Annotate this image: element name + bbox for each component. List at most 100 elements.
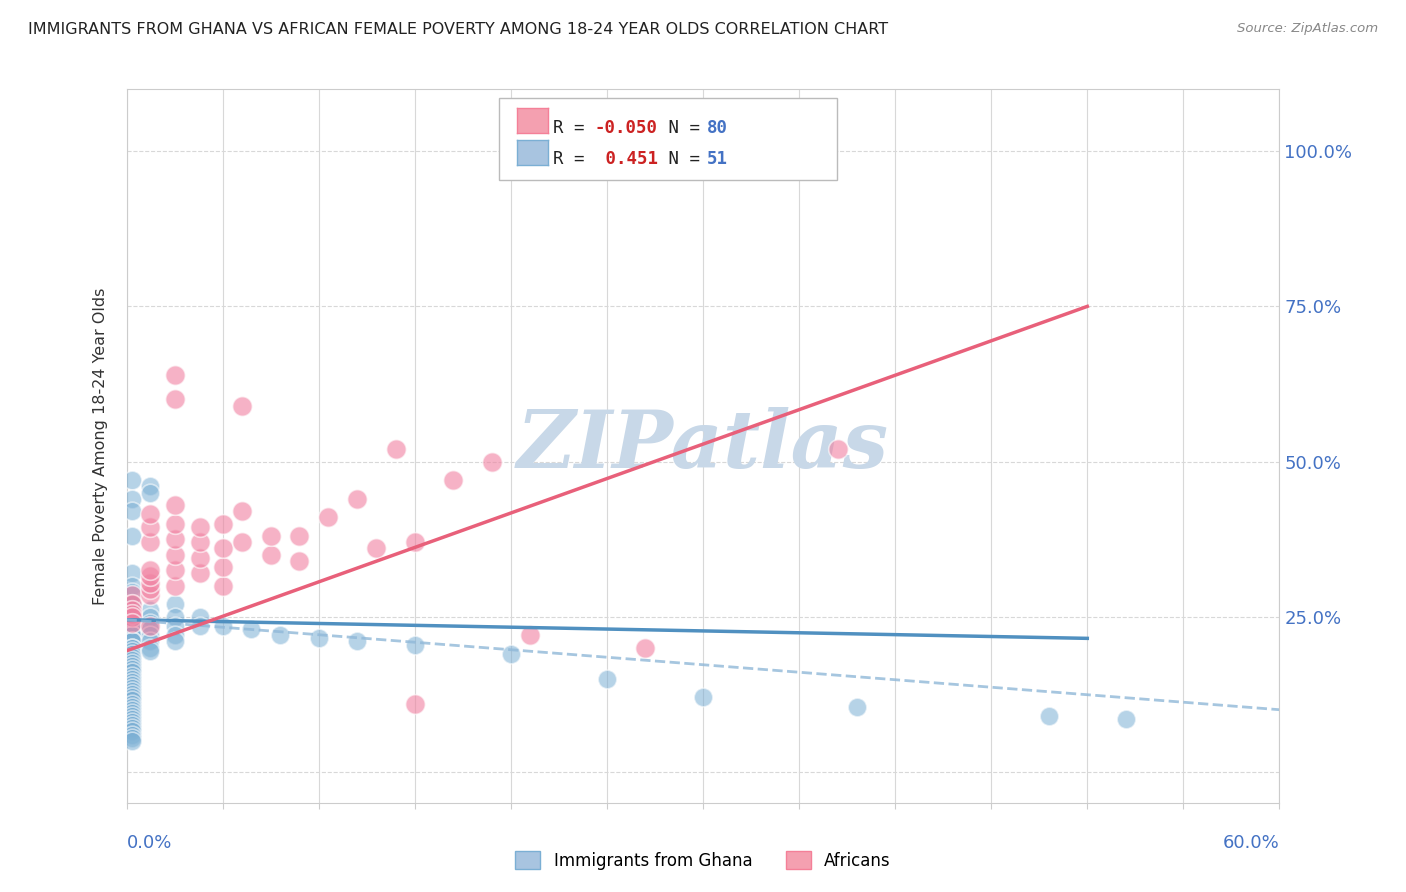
Point: [138, 619, 160, 633]
Point: [121, 668, 143, 682]
Point: [404, 535, 426, 549]
Point: [519, 628, 541, 642]
Point: [138, 508, 160, 522]
Point: [211, 516, 233, 531]
Point: [711, 151, 734, 165]
Point: [121, 579, 143, 593]
Point: [288, 529, 311, 543]
Point: [259, 548, 281, 562]
Point: [211, 541, 233, 556]
Point: [404, 697, 426, 711]
Point: [121, 622, 143, 636]
Point: [121, 634, 143, 648]
Point: [188, 609, 211, 624]
Point: [163, 579, 186, 593]
Point: [163, 597, 186, 611]
Point: [163, 634, 186, 648]
Point: [188, 619, 211, 633]
Point: [121, 687, 143, 701]
Point: [121, 640, 143, 655]
Text: 0.0%: 0.0%: [127, 834, 172, 852]
Point: [163, 609, 186, 624]
Point: [121, 609, 143, 624]
Point: [121, 703, 143, 717]
Y-axis label: Female Poverty Among 18-24 Year Olds: Female Poverty Among 18-24 Year Olds: [93, 287, 108, 605]
Point: [121, 699, 143, 714]
Point: [231, 504, 253, 518]
Text: R =: R =: [553, 119, 595, 136]
Point: [366, 541, 388, 556]
Point: [121, 659, 143, 673]
Point: [481, 454, 503, 468]
Point: [211, 560, 233, 574]
Point: [346, 491, 368, 506]
Point: [121, 473, 143, 487]
Point: [121, 597, 143, 611]
Point: [163, 563, 186, 577]
Point: [138, 640, 160, 655]
Point: [121, 693, 143, 707]
Point: [138, 575, 160, 590]
Point: [121, 628, 143, 642]
Point: [138, 622, 160, 636]
Point: [231, 535, 253, 549]
Point: [138, 582, 160, 596]
Point: [138, 644, 160, 658]
Point: [138, 603, 160, 617]
Point: [404, 638, 426, 652]
Point: [121, 697, 143, 711]
Point: [121, 653, 143, 667]
Point: [121, 619, 143, 633]
Point: [163, 628, 186, 642]
Point: [692, 690, 714, 705]
Point: [138, 563, 160, 577]
Point: [121, 504, 143, 518]
Point: [163, 548, 186, 562]
Text: 0.451: 0.451: [595, 150, 658, 168]
Point: [121, 731, 143, 745]
Point: [121, 678, 143, 692]
Point: [121, 529, 143, 543]
Point: [121, 690, 143, 705]
Point: [384, 442, 406, 456]
Point: [121, 727, 143, 741]
Point: [346, 634, 368, 648]
Point: [138, 535, 160, 549]
Point: [318, 510, 340, 524]
Point: [188, 550, 211, 565]
Point: [308, 632, 330, 646]
Point: [163, 532, 186, 546]
Point: [240, 622, 263, 636]
Text: R =: R =: [553, 150, 595, 168]
Point: [1115, 712, 1137, 726]
Point: [188, 535, 211, 549]
Point: [163, 392, 186, 407]
Point: [163, 619, 186, 633]
Point: [163, 368, 186, 382]
Point: [121, 491, 143, 506]
Point: [121, 650, 143, 665]
Point: [211, 579, 233, 593]
Point: [121, 706, 143, 720]
Text: ZIPatlas: ZIPatlas: [517, 408, 889, 484]
Point: [121, 684, 143, 698]
Text: 80: 80: [707, 119, 728, 136]
Point: [121, 718, 143, 732]
Point: [121, 566, 143, 581]
Point: [121, 724, 143, 739]
Point: [259, 529, 281, 543]
Point: [121, 603, 143, 617]
Legend: Immigrants from Ghana, Africans: Immigrants from Ghana, Africans: [509, 845, 897, 877]
Text: IMMIGRANTS FROM GHANA VS AFRICAN FEMALE POVERTY AMONG 18-24 YEAR OLDS CORRELATIO: IMMIGRANTS FROM GHANA VS AFRICAN FEMALE …: [28, 22, 889, 37]
Point: [441, 473, 464, 487]
Point: [138, 485, 160, 500]
Point: [121, 597, 143, 611]
Point: [121, 634, 143, 648]
Text: N =: N =: [658, 150, 710, 168]
Point: [827, 442, 849, 456]
Text: 60.0%: 60.0%: [1223, 834, 1279, 852]
Point: [121, 597, 143, 611]
Point: [121, 603, 143, 617]
Point: [231, 399, 253, 413]
Text: -0.050: -0.050: [595, 119, 658, 136]
